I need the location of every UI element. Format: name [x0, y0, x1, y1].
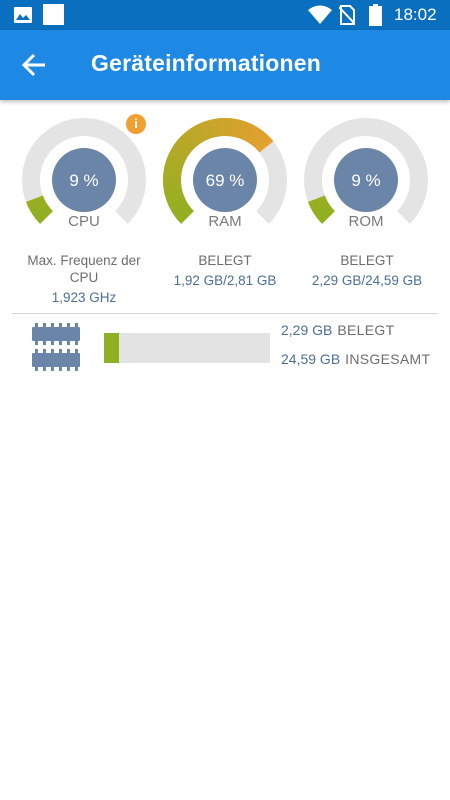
app-bar: Geräteinformationen	[0, 30, 450, 100]
cpu-gauge-value: 9 %	[69, 171, 98, 190]
storage-used-row: 2,29 GB BELEGT	[281, 322, 394, 338]
no-sim-icon	[339, 5, 355, 25]
storage-used-label: BELEGT	[337, 322, 395, 338]
rom-gauge-label: ROM	[348, 213, 384, 230]
cpu-frequency-caption: Max. Frequenz der CPU	[27, 253, 141, 285]
ram-gauge[interactable]: 69 % RAM	[160, 117, 290, 237]
rom-gauge[interactable]: 9 % ROM	[301, 117, 431, 237]
cpu-frequency-value: 1,923 GHz	[51, 290, 117, 305]
rom-gauge-center	[334, 148, 398, 212]
cpu-gauge-label: CPU	[68, 213, 100, 230]
cpu-gauge-center	[52, 148, 116, 212]
rom-gauge-dial: 9 %	[304, 118, 428, 224]
rom-gauge-fill-segment	[308, 195, 326, 205]
cpu-gauge-dial: 9 %	[22, 118, 146, 224]
notification-icon	[43, 4, 64, 25]
battery-icon	[369, 4, 382, 26]
storage-usage-fill	[104, 333, 120, 363]
storage-usage-bar	[104, 333, 270, 363]
wifi-icon	[308, 5, 332, 24]
memory-chip-icon	[32, 323, 80, 371]
page-title: Geräteinformationen	[91, 50, 322, 76]
storage-used-value: 2,29 GB	[281, 322, 333, 338]
rom-used-caption: BELEGT	[340, 253, 394, 268]
ram-used-value: 1,92 GB/2,81 GB	[173, 273, 277, 288]
ram-gauge-fill-segment	[257, 138, 274, 153]
ram-gauge-center	[193, 148, 257, 212]
back-button[interactable]	[18, 49, 52, 81]
rom-info: BELEGT 2,29 GB/24,59 GB	[292, 252, 442, 289]
rom-gauge-track	[304, 118, 428, 224]
rom-used-value: 2,29 GB/24,59 GB	[311, 273, 423, 288]
cpu-gauge-fill-segment	[26, 195, 44, 205]
ram-gauge-label: RAM	[208, 213, 242, 230]
gallery-icon	[14, 7, 32, 23]
ram-gauge-value: 69 %	[206, 171, 245, 190]
info-icon[interactable]: i	[126, 114, 146, 134]
divider	[12, 313, 438, 314]
storage-total-row: 24,59 GB INSGESAMT	[281, 351, 430, 367]
ram-info: BELEGT 1,92 GB/2,81 GB	[150, 252, 300, 289]
arrow-left-icon	[21, 53, 45, 77]
cpu-gauge-track	[22, 118, 146, 224]
ram-used-caption: BELEGT	[198, 253, 252, 268]
ram-gauge-dial: 69 %	[162, 117, 287, 224]
cpu-info: Max. Frequenz der CPU 1,923 GHz	[9, 252, 159, 306]
storage-total-value: 24,59 GB	[281, 351, 341, 367]
status-bar: 18:02	[0, 0, 450, 30]
cpu-gauge[interactable]: 9 % CPU	[19, 117, 149, 237]
rom-gauge-value: 9 %	[351, 171, 380, 190]
storage-total-label: INSGESAMT	[345, 351, 431, 367]
status-time: 18:02	[394, 5, 437, 24]
